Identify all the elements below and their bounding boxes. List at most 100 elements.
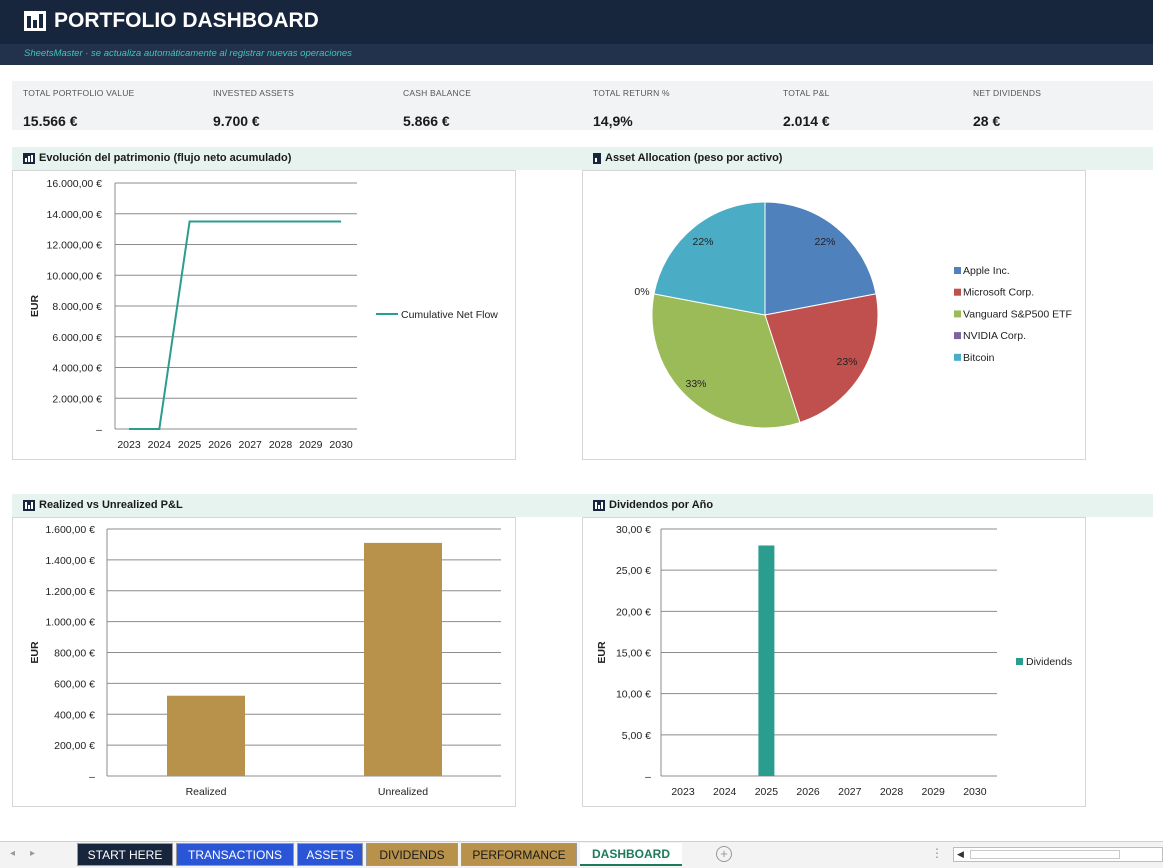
- section-bar-wealth: [12, 147, 582, 170]
- y-axis-title: EUR: [596, 641, 608, 664]
- tab-assets[interactable]: ASSETS: [297, 843, 363, 866]
- pie-data-label: 0%: [634, 286, 649, 298]
- kpi-value: 5.866 €: [403, 113, 450, 129]
- more-options-icon[interactable]: ⋮: [931, 846, 943, 860]
- kpi-value: 9.700 €: [213, 113, 260, 129]
- pie-chart-allocation[interactable]: 22% 23% 33% 0% 22% Apple Inc. Microsoft Corp. V…: [582, 170, 1086, 460]
- y-tick-label: 16.000,00 €: [47, 178, 103, 190]
- legend-label: NVIDIA Corp.: [963, 330, 1026, 342]
- section-title-text: Dividendos por Año: [609, 499, 714, 511]
- y-tick-label: 1.400,00 €: [45, 555, 95, 567]
- x-tick-label: Realized: [186, 786, 227, 798]
- section-bar-allocation: [582, 147, 1153, 170]
- bar-chart-dividends[interactable]: – 5,00 € 10,00 € 15,00 € 20,00 € 25,00 € 30,00…: [582, 517, 1086, 807]
- subtitle-bar: [0, 44, 1153, 65]
- legend-label: Cumulative Net Flow: [401, 309, 498, 321]
- kpi-value: 28 €: [973, 113, 1001, 129]
- legend-label: Microsoft Corp.: [963, 287, 1034, 299]
- tab-dividends[interactable]: DIVIDENDS: [366, 843, 458, 866]
- y-axis-title: EUR: [29, 294, 41, 317]
- y-tick-label: 1.600,00 €: [45, 524, 95, 536]
- horizontal-scrollbar[interactable]: ◀: [953, 847, 1163, 862]
- legend-label: Vanguard S&P500 ETF: [963, 308, 1072, 320]
- y-tick-label: 5,00 €: [622, 730, 651, 742]
- x-tick-label: 2026: [208, 439, 232, 451]
- page-title-wrap: PORTFOLIO DASHBOARD: [24, 9, 319, 33]
- pie-data-label: 22%: [692, 236, 713, 248]
- x-tick-label: 2030: [963, 786, 987, 798]
- legend-swatch: [954, 267, 961, 274]
- kpi-label: NET DIVIDENDS: [973, 88, 1042, 98]
- legend-swatch: [954, 288, 961, 296]
- tab-performance[interactable]: PERFORMANCE: [461, 843, 577, 866]
- y-tick-label: 4.000,00 €: [52, 363, 102, 375]
- x-tick-label: 2028: [880, 786, 904, 798]
- x-tick-label: Unrealized: [378, 786, 428, 798]
- section-title-pnl: Realized vs Unrealized P&L: [23, 499, 183, 511]
- bar-chart-pnl[interactable]: – 200,00 € 400,00 € 600,00 € 800,00 € 1.000,0…: [12, 517, 516, 807]
- section-bar-dividends: [582, 494, 1153, 517]
- legend-label: Dividends: [1026, 656, 1072, 668]
- y-tick-label: 2.000,00 €: [52, 393, 102, 405]
- kpi-value: 2.014 €: [783, 113, 830, 129]
- bar-chart-svg: – 200,00 € 400,00 € 600,00 € 800,00 € 1.000,0…: [29, 524, 501, 798]
- x-tick-label: 2023: [117, 439, 141, 451]
- section-title-allocation: Asset Allocation (peso por activo): [593, 152, 782, 164]
- kpi-label: INVESTED ASSETS: [213, 88, 294, 98]
- x-tick-label: 2024: [148, 439, 172, 451]
- y-tick-label: 1.200,00 €: [45, 586, 95, 598]
- tab-dashboard[interactable]: DASHBOARD: [580, 843, 682, 866]
- y-tick-label: 1.000,00 €: [45, 617, 95, 629]
- y-tick-label: 6.000,00 €: [52, 332, 102, 344]
- pie-data-label: 22%: [814, 236, 835, 248]
- line-chart-svg: – 2.000,00 € 4.000,00 € 6.000,00 € 8.000,00 …: [29, 178, 498, 451]
- prev-sheet-arrow-icon[interactable]: ◂: [10, 848, 16, 859]
- x-tick-label: 2024: [713, 786, 737, 798]
- kpi-label: TOTAL PORTFOLIO VALUE: [23, 88, 135, 98]
- dashboard-header: [0, 0, 1153, 44]
- pie-chart-icon: [593, 152, 601, 164]
- pie-data-label: 23%: [836, 356, 857, 368]
- section-title-text: Asset Allocation (peso por activo): [605, 152, 783, 164]
- y-tick-label: 10,00 €: [616, 689, 651, 701]
- x-tick-label: 2029: [299, 439, 323, 451]
- scrollbar-thumb[interactable]: [970, 850, 1120, 859]
- pie-slice: [651, 293, 801, 429]
- x-tick-label: 2027: [838, 786, 862, 798]
- kpi-label: CASH BALANCE: [403, 88, 472, 98]
- kpi-net-dividends: NET DIVIDENDS 28 €: [973, 88, 1041, 129]
- trend-chart-icon: [23, 152, 35, 164]
- y-tick-label: 30,00 €: [616, 524, 651, 536]
- x-tick-label: 2030: [329, 439, 353, 451]
- y-tick-label: 800,00 €: [54, 648, 95, 660]
- x-tick-label: 2025: [178, 439, 202, 451]
- kpi-label: TOTAL P&L: [783, 88, 830, 98]
- tab-start-here[interactable]: START HERE: [77, 843, 173, 866]
- y-tick-label: 8.000,00 €: [52, 301, 102, 313]
- y-tick-label: 25,00 €: [616, 565, 651, 577]
- page-subtitle: SheetsMaster · se actualiza automáticame…: [24, 48, 352, 59]
- series-line-cumulative-net-flow: [129, 220, 342, 430]
- bar-unrealized: [364, 542, 442, 776]
- pie-slice: [764, 293, 879, 424]
- scroll-left-icon[interactable]: ◀: [957, 849, 964, 859]
- y-tick-label: 15,00 €: [616, 648, 651, 660]
- bar-dividends-2025: [758, 545, 775, 776]
- tab-transactions[interactable]: TRANSACTIONS: [176, 843, 294, 866]
- kpi-label: TOTAL RETURN %: [593, 88, 670, 98]
- kpi-value: 14,9%: [593, 113, 633, 129]
- line-chart-wealth[interactable]: – 2.000,00 € 4.000,00 € 6.000,00 € 8.000,00 …: [12, 170, 516, 460]
- bar-chart-icon: [23, 499, 35, 511]
- y-tick-label: 14.000,00 €: [47, 209, 103, 221]
- section-title-wealth: Evolución del patrimonio (flujo neto acu…: [23, 152, 291, 164]
- y-tick-label: –: [645, 771, 651, 783]
- kpi-cash-balance: CASH BALANCE 5.866 €: [403, 88, 471, 129]
- add-sheet-icon[interactable]: +: [716, 846, 732, 862]
- bar-realized: [167, 695, 245, 776]
- x-tick-label: 2027: [239, 439, 263, 451]
- next-sheet-arrow-icon[interactable]: ▸: [30, 848, 36, 859]
- section-bar-pnl: [12, 494, 582, 517]
- bar-chart-icon: [593, 499, 605, 511]
- section-title-text: Evolución del patrimonio (flujo neto acu…: [39, 152, 292, 164]
- y-tick-label: –: [89, 771, 95, 783]
